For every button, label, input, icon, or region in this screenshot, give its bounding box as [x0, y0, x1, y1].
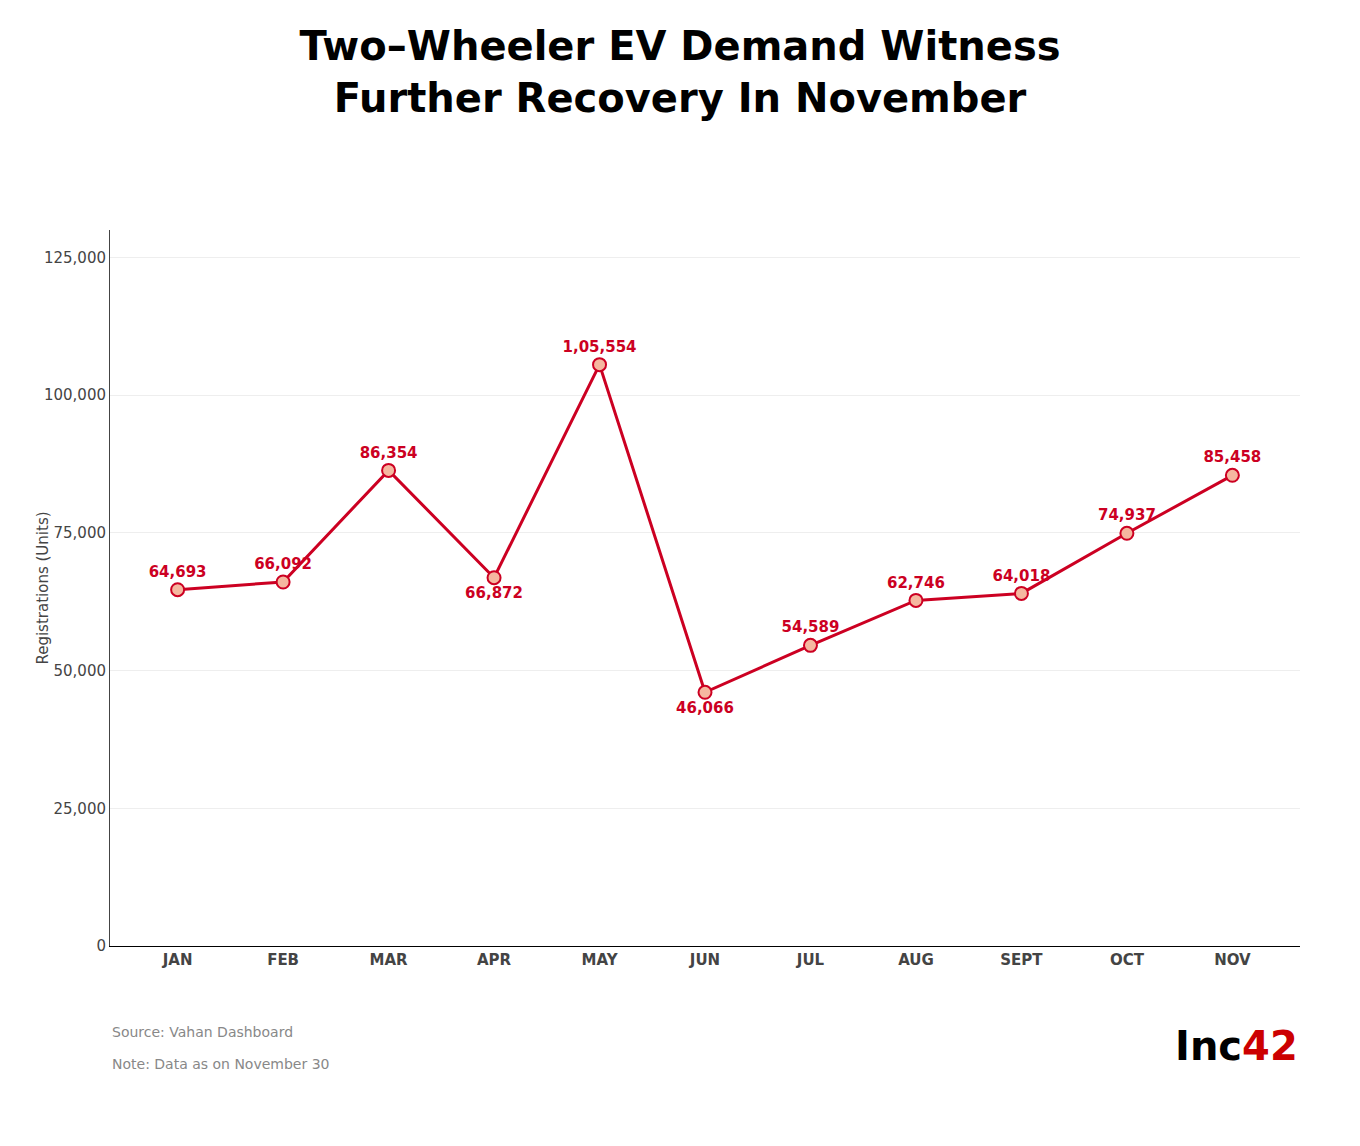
svg-text:Inc42: Inc42 — [1175, 1023, 1298, 1069]
svg-text:25,000: 25,000 — [54, 800, 107, 818]
svg-text:64,018: 64,018 — [992, 567, 1050, 585]
svg-text:64,693: 64,693 — [149, 563, 207, 581]
svg-text:MAR: MAR — [370, 951, 409, 969]
svg-text:85,458: 85,458 — [1203, 448, 1261, 466]
svg-text:66,092: 66,092 — [254, 555, 312, 573]
svg-text:50,000: 50,000 — [54, 662, 107, 680]
svg-text:46,066: 46,066 — [676, 699, 734, 717]
svg-text:SEPT: SEPT — [1000, 951, 1043, 969]
svg-text:54,589: 54,589 — [782, 618, 840, 636]
svg-text:75,000: 75,000 — [54, 524, 107, 542]
svg-text:100,000: 100,000 — [44, 386, 106, 404]
svg-text:JAN: JAN — [162, 951, 193, 969]
svg-text:NOV: NOV — [1214, 951, 1251, 969]
svg-text:1,05,554: 1,05,554 — [563, 338, 637, 356]
svg-text:Note: Data as on November 30: Note: Data as on November 30 — [112, 1056, 330, 1072]
svg-text:66,872: 66,872 — [465, 584, 523, 602]
svg-text:OCT: OCT — [1110, 951, 1145, 969]
svg-text:0: 0 — [96, 937, 106, 955]
svg-text:Registrations (Units): Registrations (Units) — [34, 511, 52, 664]
svg-text:JUL: JUL — [796, 951, 825, 969]
svg-text:125,000: 125,000 — [44, 249, 106, 267]
svg-text:FEB: FEB — [267, 951, 299, 969]
svg-text:62,746: 62,746 — [887, 574, 945, 592]
svg-text:86,354: 86,354 — [360, 444, 418, 462]
svg-text:AUG: AUG — [898, 951, 934, 969]
svg-text:Two–Wheeler EV Demand WitnessF: Two–Wheeler EV Demand WitnessFurther Rec… — [299, 23, 1060, 121]
svg-text:APR: APR — [477, 951, 512, 969]
svg-text:JUN: JUN — [689, 951, 720, 969]
svg-text:74,937: 74,937 — [1098, 506, 1156, 524]
svg-text:Source: Vahan Dashboard: Source: Vahan Dashboard — [112, 1024, 293, 1040]
svg-text:MAY: MAY — [582, 951, 619, 969]
